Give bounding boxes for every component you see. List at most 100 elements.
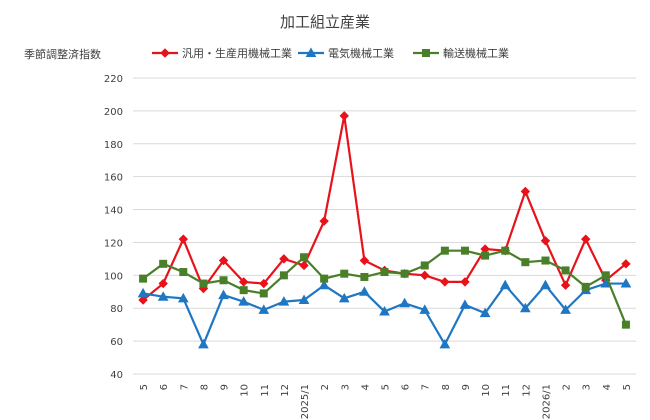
- y-tick-label: 180: [104, 140, 123, 151]
- x-tick-label: 6: [401, 384, 412, 390]
- series-group: [137, 111, 632, 349]
- data-point: [298, 294, 310, 304]
- series-3: [139, 246, 630, 329]
- x-tick-label: 12: [280, 384, 291, 397]
- data-point: [198, 338, 209, 349]
- data-point: [278, 296, 290, 306]
- data-point: [320, 274, 329, 283]
- data-point: [540, 236, 551, 246]
- data-point: [460, 246, 469, 255]
- x-tick-label: 7: [421, 384, 432, 390]
- data-point: [259, 278, 269, 289]
- data-point: [541, 256, 550, 265]
- data-point: [420, 270, 430, 281]
- data-point: [318, 279, 330, 290]
- x-tick-label: 2: [320, 384, 331, 390]
- data-point: [218, 289, 229, 300]
- legend: 汎用・生産用機械工業 電気機械工業 輸送機械工業: [152, 46, 509, 60]
- x-tick-label: 4: [602, 384, 613, 390]
- data-point: [399, 297, 410, 308]
- data-point: [218, 255, 229, 266]
- x-tick-label: 9: [461, 384, 472, 390]
- x-tick-label: 5: [622, 384, 633, 390]
- data-point: [158, 278, 168, 289]
- y-axis-ticks: 40 60 80 100 120 140 160 180 200 220: [104, 74, 123, 381]
- data-point: [360, 272, 369, 281]
- x-tick-label: 2: [562, 384, 573, 390]
- data-point: [199, 279, 208, 288]
- x-tick-label: 12: [521, 384, 532, 397]
- data-point: [339, 111, 349, 121]
- x-tick-label: 2025/1: [300, 384, 311, 419]
- data-point: [419, 304, 431, 314]
- y-tick-label: 120: [104, 238, 123, 249]
- x-tick-label: 11: [501, 384, 512, 397]
- data-point: [420, 261, 429, 270]
- gridlines: [133, 77, 636, 375]
- y-tick-label: 140: [104, 206, 123, 217]
- x-tick-label: 3: [582, 384, 593, 390]
- y-axis-label: 季節調整済指数: [24, 47, 101, 61]
- data-point: [359, 286, 370, 296]
- y-tick-label: 220: [104, 74, 123, 85]
- data-point: [560, 304, 571, 314]
- legend-swatch-marker: [305, 47, 317, 57]
- data-point: [157, 291, 169, 301]
- data-point: [338, 292, 350, 303]
- data-point: [319, 216, 329, 226]
- x-tick-label: 2026/1: [541, 384, 552, 419]
- legend-label: 輸送機械工業: [443, 46, 509, 60]
- legend-swatch-marker: [160, 48, 170, 58]
- data-point: [178, 234, 189, 244]
- data-point: [279, 254, 289, 264]
- y-tick-label: 200: [104, 107, 123, 118]
- data-point: [300, 253, 309, 262]
- data-point: [520, 186, 531, 197]
- data-point: [561, 266, 570, 275]
- y-tick-label: 100: [104, 271, 123, 282]
- legend-label: 汎用・生産用機械工業: [182, 46, 292, 60]
- data-point: [460, 277, 470, 287]
- legend-item-2: 電気機械工業: [298, 46, 394, 60]
- x-tick-label: 5: [139, 384, 150, 390]
- y-tick-label: 40: [110, 370, 123, 381]
- y-tick-label: 60: [110, 337, 123, 348]
- data-point: [479, 307, 491, 318]
- data-point: [138, 295, 148, 305]
- data-point: [439, 338, 451, 349]
- data-point: [259, 289, 268, 298]
- y-tick-label: 160: [104, 173, 123, 184]
- x-tick-label: 5: [381, 384, 392, 390]
- data-point: [380, 268, 389, 277]
- x-tick-label: 10: [240, 384, 251, 397]
- legend-item-3: 輸送機械工業: [413, 46, 509, 60]
- x-tick-label: 9: [220, 384, 231, 390]
- y-tick-label: 80: [110, 304, 123, 315]
- data-point: [501, 246, 510, 255]
- data-point: [137, 287, 149, 298]
- data-point: [239, 286, 248, 295]
- x-tick-label: 11: [260, 384, 271, 397]
- data-point: [359, 255, 370, 266]
- data-point: [159, 259, 168, 268]
- data-point: [521, 258, 530, 267]
- legend-swatch-marker: [422, 49, 430, 57]
- data-point: [238, 277, 249, 287]
- data-point: [540, 279, 551, 290]
- data-point: [440, 277, 450, 287]
- x-tick-label: 6: [159, 384, 170, 390]
- data-point: [440, 246, 449, 255]
- legend-label: 電気機械工業: [328, 46, 394, 60]
- data-point: [379, 305, 390, 316]
- x-tick-label: 7: [179, 384, 190, 390]
- x-tick-label: 4: [360, 384, 371, 390]
- data-point: [279, 271, 288, 280]
- x-tick-label: 8: [199, 384, 210, 390]
- x-axis-ticks: 5 6 7 8 9 10 11 12 2025/1 2 3 4 5 6 7 8 9 10 11 12 2026/1 2 3 4…: [139, 384, 633, 419]
- data-point: [620, 278, 632, 288]
- data-point: [238, 296, 250, 306]
- data-point: [481, 251, 490, 260]
- x-tick-label: 3: [340, 384, 351, 390]
- data-point: [299, 260, 309, 271]
